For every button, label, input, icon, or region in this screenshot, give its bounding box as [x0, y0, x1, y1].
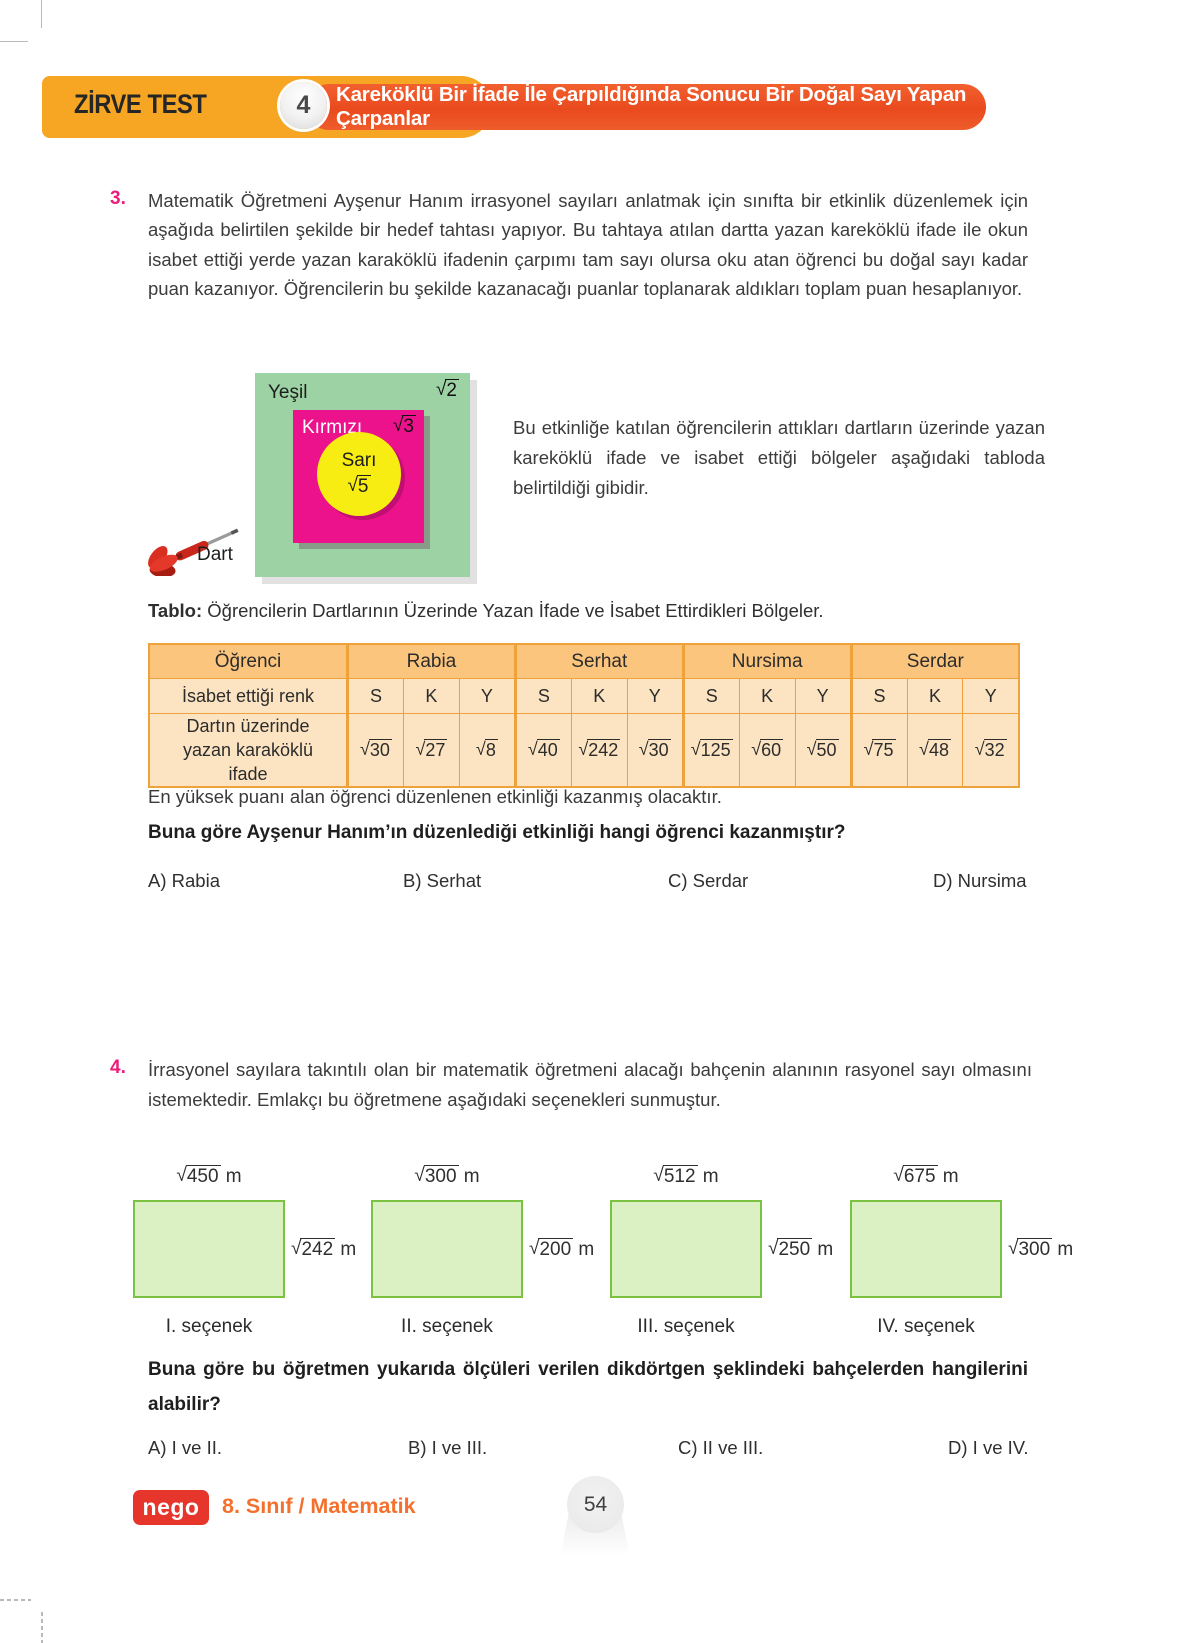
answer-choice: A) I ve II.: [148, 1437, 223, 1458]
publisher-logo: nego: [133, 1490, 209, 1525]
student-name: Serdar: [849, 643, 1020, 679]
crop-mark: [41, 0, 42, 28]
yellow-value: 5: [347, 475, 371, 498]
table-caption-text: Öğrencilerin Dartlarının Üzerinde Yazan …: [202, 600, 824, 621]
option-label: II. seçenek: [401, 1316, 493, 1337]
top-dimension-label: 300 m: [371, 1162, 523, 1200]
student-name: Nursima: [681, 643, 852, 679]
color-cell: K: [402, 678, 460, 714]
table-row-students: Öğrenci Rabia Serhat Nursima Serdar: [148, 643, 1020, 679]
garden-rectangle: [850, 1200, 1002, 1298]
dart-label: Dart: [197, 544, 233, 565]
expression-cell: 40: [513, 713, 572, 788]
board-green-square: Yeşil 2 Kırmızı 3 Sarı 5: [255, 373, 470, 577]
expression-cell: 27: [402, 713, 460, 788]
answer-choice: D) Nursima: [933, 870, 1027, 891]
answer-choice: C) Serdar: [668, 870, 749, 891]
expression-cell: 242: [570, 713, 628, 788]
option-label: I. seçenek: [165, 1316, 253, 1337]
option-label: IV. seçenek: [877, 1316, 975, 1337]
garden-rectangle: [371, 1200, 523, 1298]
garden-rectangle: [610, 1200, 762, 1298]
student-name: Rabia: [346, 643, 516, 679]
expression-cell: 48: [906, 713, 964, 788]
question-4-text: İrrasyonel sayılara takıntılı olan bir m…: [148, 1059, 1032, 1110]
book-series-title: 8. Sınıf / Matematik: [222, 1494, 416, 1518]
table-caption-label: Tablo:: [148, 600, 203, 621]
answer-choice: B) I ve III.: [408, 1437, 488, 1458]
color-cell: S: [681, 678, 740, 714]
crop-mark: [41, 1612, 43, 1643]
color-cell: K: [906, 678, 964, 714]
q3-note: En yüksek puanı alan öğrenci düzenlenen …: [148, 786, 722, 807]
yellow-label: Sarı: [341, 450, 377, 471]
question-3-text: Matematik Öğretmeni Ayşenur Hanım irrasy…: [148, 190, 1028, 300]
answer-choice: B) Serhat: [403, 870, 482, 891]
q3-choices: A) Rabia B) Serhat C) Serdar D) Nursima: [0, 870, 1189, 900]
board-red-square: Kırmızı 3 Sarı 5: [293, 410, 424, 543]
question-3-number: 3.: [110, 188, 126, 209]
answer-choice: A) Rabia: [148, 870, 220, 891]
garden-option: 675 m 300 m IV. seçenek: [850, 1162, 1073, 1338]
garden-option: 512 m 250 m III. seçenek: [610, 1162, 833, 1338]
q3-side-text: Bu etkinliğe katılan öğrencilerin attıkl…: [513, 417, 1045, 498]
color-cell: Y: [626, 678, 684, 714]
expression-cell: 60: [738, 713, 796, 788]
color-cell: K: [738, 678, 796, 714]
col-header-ogrenci: Öğrenci: [148, 643, 348, 679]
red-value: 3: [393, 415, 416, 438]
student-name: Serhat: [513, 643, 684, 679]
expression-cell: 8: [458, 713, 516, 788]
crop-mark: [0, 41, 28, 42]
right-dimension-label: 250 m: [768, 1238, 833, 1261]
top-dimension-label: 450 m: [133, 1162, 285, 1200]
color-cell: S: [513, 678, 572, 714]
table-caption: Tablo: Öğrencilerin Dartlarının Üzerinde…: [148, 600, 824, 622]
top-dimension-label: 675 m: [850, 1162, 1002, 1200]
test-number-badge: 4: [280, 82, 327, 129]
page-number: 54: [567, 1476, 624, 1533]
color-cell: Y: [794, 678, 852, 714]
green-value: 2: [436, 379, 459, 402]
header-title-banner: Kareköklü Bir İfade İle Çarpıldığında So…: [306, 83, 986, 130]
color-cell: Y: [458, 678, 516, 714]
test-label: ZİRVE TEST: [74, 89, 207, 119]
option-label: III. seçenek: [637, 1316, 735, 1337]
top-dimension-label: 512 m: [610, 1162, 762, 1200]
crop-mark: [0, 1599, 31, 1601]
expression-cell: 30: [626, 713, 684, 788]
color-cell: K: [570, 678, 628, 714]
garden-option: 450 m 242 m I. seçenek: [133, 1162, 356, 1338]
expression-cell: 75: [849, 713, 908, 788]
q4-question: Buna göre bu öğretmen yukarıda ölçüleri …: [148, 1359, 1028, 1415]
answer-choice: D) I ve IV.: [948, 1437, 1029, 1458]
dart-icon: [148, 528, 239, 576]
expression-cell: 32: [962, 713, 1020, 788]
color-cell: S: [346, 678, 404, 714]
green-label: Yeşil: [268, 382, 308, 403]
q4-choices: A) I ve II. B) I ve III. C) II ve III. D) I…: [0, 1437, 1189, 1467]
garden-rectangle: [133, 1200, 285, 1298]
right-dimension-label: 200 m: [529, 1238, 594, 1261]
table-row-expressions: Dartın üzerinde yazan karaköklü ifade 30…: [148, 713, 1020, 788]
q3-question: Buna göre Ayşenur Hanım’ın düzenlediği e…: [148, 822, 846, 843]
expression-cell: 125: [681, 713, 740, 788]
answer-choice: C) II ve III.: [678, 1437, 764, 1458]
header-title: Kareköklü Bir İfade İle Çarpıldığında So…: [336, 83, 967, 130]
color-cell: S: [849, 678, 908, 714]
question-4-number: 4.: [110, 1057, 126, 1078]
board-yellow-circle: Sarı 5: [317, 432, 401, 516]
garden-option: 300 m 200 m II. seçenek: [371, 1162, 594, 1338]
right-dimension-label: 300 m: [1008, 1238, 1073, 1261]
right-dimension-label: 242 m: [291, 1238, 356, 1261]
color-cell: Y: [962, 678, 1020, 714]
row-header-ifade: Dartın üzerinde yazan karaköklü ifade: [148, 713, 348, 788]
row-header-renk: İsabet ettiği renk: [148, 678, 348, 714]
results-table: Öğrenci Rabia Serhat Nursima Serdar İsabet …: [148, 643, 1020, 788]
expression-cell: 50: [794, 713, 852, 788]
expression-cell: 30: [346, 713, 404, 788]
